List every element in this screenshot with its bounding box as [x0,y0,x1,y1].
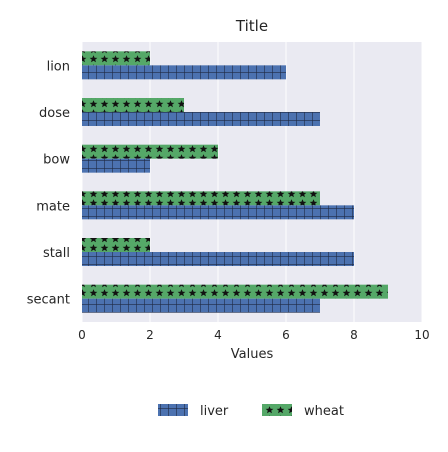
bars [82,51,388,313]
y-tick-label: stall [43,246,70,261]
x-tick-label: 8 [350,328,358,342]
y-tick-label: dose [39,106,70,121]
legend-swatch-wheat [262,404,292,416]
bar-wheat-stall [82,238,150,252]
y-tick-label: lion [47,59,70,74]
y-tick-label: bow [43,153,70,168]
legend: liver wheat [158,404,344,419]
y-tick-label: secant [27,293,70,308]
x-tick-label: 6 [282,328,290,342]
bar-liver-mate [82,205,354,220]
x-tick-label: 10 [414,328,429,342]
bar-wheat-lion [82,51,150,66]
bar-liver-stall [82,252,354,266]
grid-lines [81,42,423,322]
plot-area [82,42,422,322]
bar-wheat-bow [82,144,218,159]
x-tick-label: 0 [78,328,86,342]
chart-title: Title [235,17,268,35]
legend-label-liver: liver [200,404,229,419]
bar-liver-dose [82,112,320,126]
bar-liver-bow [82,158,150,173]
bar-wheat-secant [82,284,388,299]
bar-liver-lion [82,65,286,80]
x-tick-label: 2 [146,328,154,342]
axes: 0 2 4 6 8 10 lion dose bow mate stall secant [27,59,430,342]
bar-wheat-dose [82,98,184,112]
bar-wheat-mate [82,191,320,206]
y-tick-label: mate [36,199,70,214]
x-axis-label: Values [231,347,274,362]
x-tick-label: 4 [214,328,222,342]
legend-swatch-liver [158,404,188,416]
legend-label-wheat: wheat [304,404,344,419]
bar-liver-secant [82,298,320,313]
